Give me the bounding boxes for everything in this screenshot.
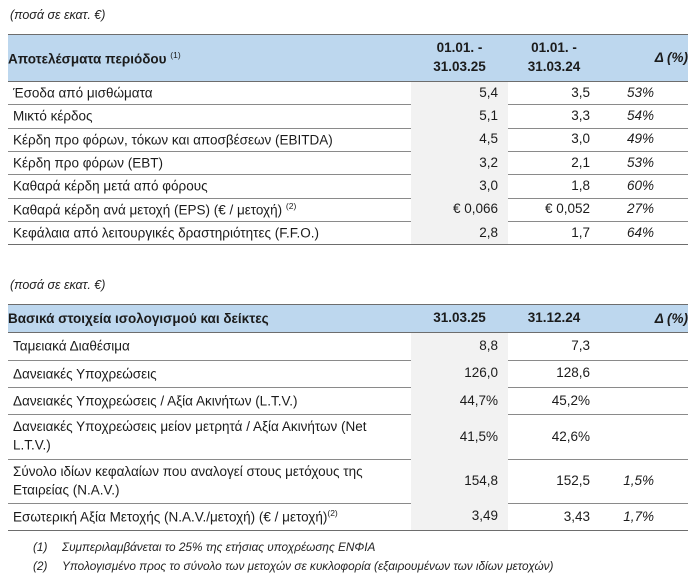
column-header-period-current: 01.01. -31.03.25 <box>411 34 508 82</box>
row-label: Έσοδα από μισθώματα <box>13 85 153 101</box>
value-current: 3,2 <box>411 151 508 175</box>
table-row: Καθαρά κέρδη ανά μετοχή (EPS) (€ / μετοχ… <box>8 198 688 223</box>
unit-note: (ποσά σε εκατ. €) <box>10 8 106 22</box>
footnote-ref: (2) <box>327 507 338 518</box>
value-delta: 64% <box>626 224 654 240</box>
row-label: Εσωτερική Αξία Μετοχής (N.A.V./μετοχή) (… <box>13 509 328 525</box>
footnote-ref: (2) <box>285 200 297 211</box>
table-row: Κέρδη προ φόρων, τόκων και αποσβέσεων (E… <box>8 128 688 152</box>
row-label: Κέρδη προ φόρων, τόκων και αποσβέσεων (E… <box>13 132 333 148</box>
value-current: 2,8 <box>411 221 508 245</box>
row-label: Καθαρά κέρδη μετά από φόρους <box>13 178 208 194</box>
value-delta: 27% <box>600 198 688 223</box>
value-delta <box>600 332 688 361</box>
balance-table-title: Βασικά στοιχεία ισολογισμού και δείκτες <box>8 304 411 334</box>
results-title-footnote-ref: (1) <box>170 49 181 60</box>
value-delta <box>600 360 688 389</box>
footnote-number: (1) <box>33 540 48 555</box>
value-prior: 3,3 <box>508 104 600 129</box>
value-delta: 49% <box>600 128 688 152</box>
footnote-text: Συμπεριλαμβάνεται το 25% της ετήσιας υπο… <box>62 540 376 555</box>
balance-header-row: Βασικά στοιχεία ισολογισμού και δείκτες … <box>8 304 688 334</box>
row-label: Δανειακές Υποχρεώσεις / Αξία Ακινήτων (L… <box>13 393 298 409</box>
value-delta <box>600 387 688 416</box>
row-label: Δανειακές Υποχρεώσεις μείον μετρητά / Αξ… <box>13 419 367 453</box>
value-current: 126,0 <box>411 360 508 388</box>
value-prior: 45,2% <box>508 387 600 416</box>
value-current: 5,4 <box>411 81 508 105</box>
footnote: (1) Συμπεριλαμβάνεται το 25% της ετήσιας… <box>8 540 688 554</box>
value-prior: 42,6% <box>508 414 600 460</box>
value-delta: 54% <box>600 104 688 129</box>
table-row: Δανειακές Υποχρεώσεις / Αξία Ακινήτων (L… <box>8 387 688 416</box>
row-label: Ταμειακά Διαθέσιμα <box>13 338 130 354</box>
balance-sheet-table: Βασικά στοιχεία ισολογισμού και δείκτες … <box>8 304 688 532</box>
table-row: Δανειακές Υποχρεώσεις 126,0 128,6 <box>8 360 688 389</box>
table-row: Κέρδη προ φόρων (EBT) 3,2 2,1 53% <box>8 151 688 176</box>
value-current: 4,5 <box>411 128 508 152</box>
value-delta: 1,5% <box>600 459 688 504</box>
value-prior: 1,8 <box>508 174 600 199</box>
unit-note: (ποσά σε εκατ. €) <box>10 278 106 293</box>
table-row: Έσοδα από μισθώματα 5,4 3,5 53% <box>8 81 688 106</box>
footnote: (2) Υπολογισμένο προς το σύνολο των μετο… <box>8 559 688 573</box>
value-prior: 1,7 <box>571 224 590 240</box>
value-current: 8,8 <box>411 332 508 361</box>
results-title-text: Αποτελέσματα περιόδου <box>8 51 167 67</box>
value-prior: 3,43 <box>563 508 590 524</box>
value-prior: 3,0 <box>508 128 600 152</box>
value-prior: 2,1 <box>508 151 600 176</box>
value-delta <box>600 414 688 460</box>
row-label: Κεφάλαια από λειτουργικές δραστηριότητες… <box>13 225 319 241</box>
value-current: € 0,066 <box>411 198 508 222</box>
column-header-period-prior: 01.01. -31.03.24 <box>508 34 600 82</box>
table-row: Σύνολο ιδίων κεφαλαίων που αναλογεί στου… <box>8 459 688 504</box>
value-prior: 128,6 <box>508 360 600 389</box>
value-delta: 1,7% <box>623 508 654 524</box>
table-row: Μικτό κέρδος 5,1 3,3 54% <box>8 104 688 129</box>
row-label: Δανειακές Υποχρεώσεις <box>13 366 157 382</box>
footnote-number: (2) <box>33 559 48 573</box>
footnote-text: Υπολογισμένο προς το σύνολο των μετοχών … <box>62 559 554 573</box>
row-label: Σύνολο ιδίων κεφαλαίων που αναλογεί στου… <box>13 463 363 498</box>
value-delta: 60% <box>600 174 688 199</box>
value-current: 5,1 <box>411 104 508 129</box>
value-current: 44,7% <box>411 387 508 415</box>
row-label: Καθαρά κέρδη ανά μετοχή (EPS) (€ / μετοχ… <box>13 202 283 218</box>
value-delta: 53% <box>600 81 688 106</box>
table-row: Εσωτερική Αξία Μετοχής (N.A.V./μετοχή) (… <box>8 503 688 531</box>
value-prior: 7,3 <box>508 332 600 361</box>
value-delta: 53% <box>600 151 688 176</box>
column-header-delta: Δ (%) <box>600 34 688 82</box>
column-header-date-prior: 31.12.24 <box>508 304 600 334</box>
footnotes-section: (1) Συμπεριλαμβάνεται το 25% της ετήσιας… <box>8 540 688 573</box>
row-label: Μικτό κέρδος <box>13 108 93 124</box>
value-current: 3,49 <box>411 503 508 531</box>
table-row: Ταμειακά Διαθέσιμα 8,8 7,3 <box>8 332 688 361</box>
value-current: 3,0 <box>411 174 508 199</box>
results-table: Αποτελέσματα περιόδου (1) 01.01. -31.03.… <box>8 34 688 246</box>
table-row: Κεφάλαια από λειτουργικές δραστηριότητες… <box>8 221 688 245</box>
row-label: Κέρδη προ φόρων (EBT) <box>13 155 163 171</box>
table-row: Δανειακές Υποχρεώσεις μείον μετρητά / Αξ… <box>8 414 688 460</box>
results-header-row: Αποτελέσματα περιόδου (1) 01.01. -31.03.… <box>8 34 688 82</box>
value-prior: 3,5 <box>508 81 600 106</box>
value-prior: 152,5 <box>508 459 600 504</box>
value-prior: € 0,052 <box>508 198 600 223</box>
value-current: 154,8 <box>411 459 508 504</box>
table-row: Καθαρά κέρδη μετά από φόρους 3,0 1,8 60% <box>8 174 688 199</box>
value-current: 41,5% <box>411 414 508 460</box>
column-header-date-current: 31.03.25 <box>411 304 508 334</box>
column-header-delta: Δ (%) <box>600 304 688 334</box>
results-table-title: Αποτελέσματα περιόδου (1) <box>8 34 411 82</box>
